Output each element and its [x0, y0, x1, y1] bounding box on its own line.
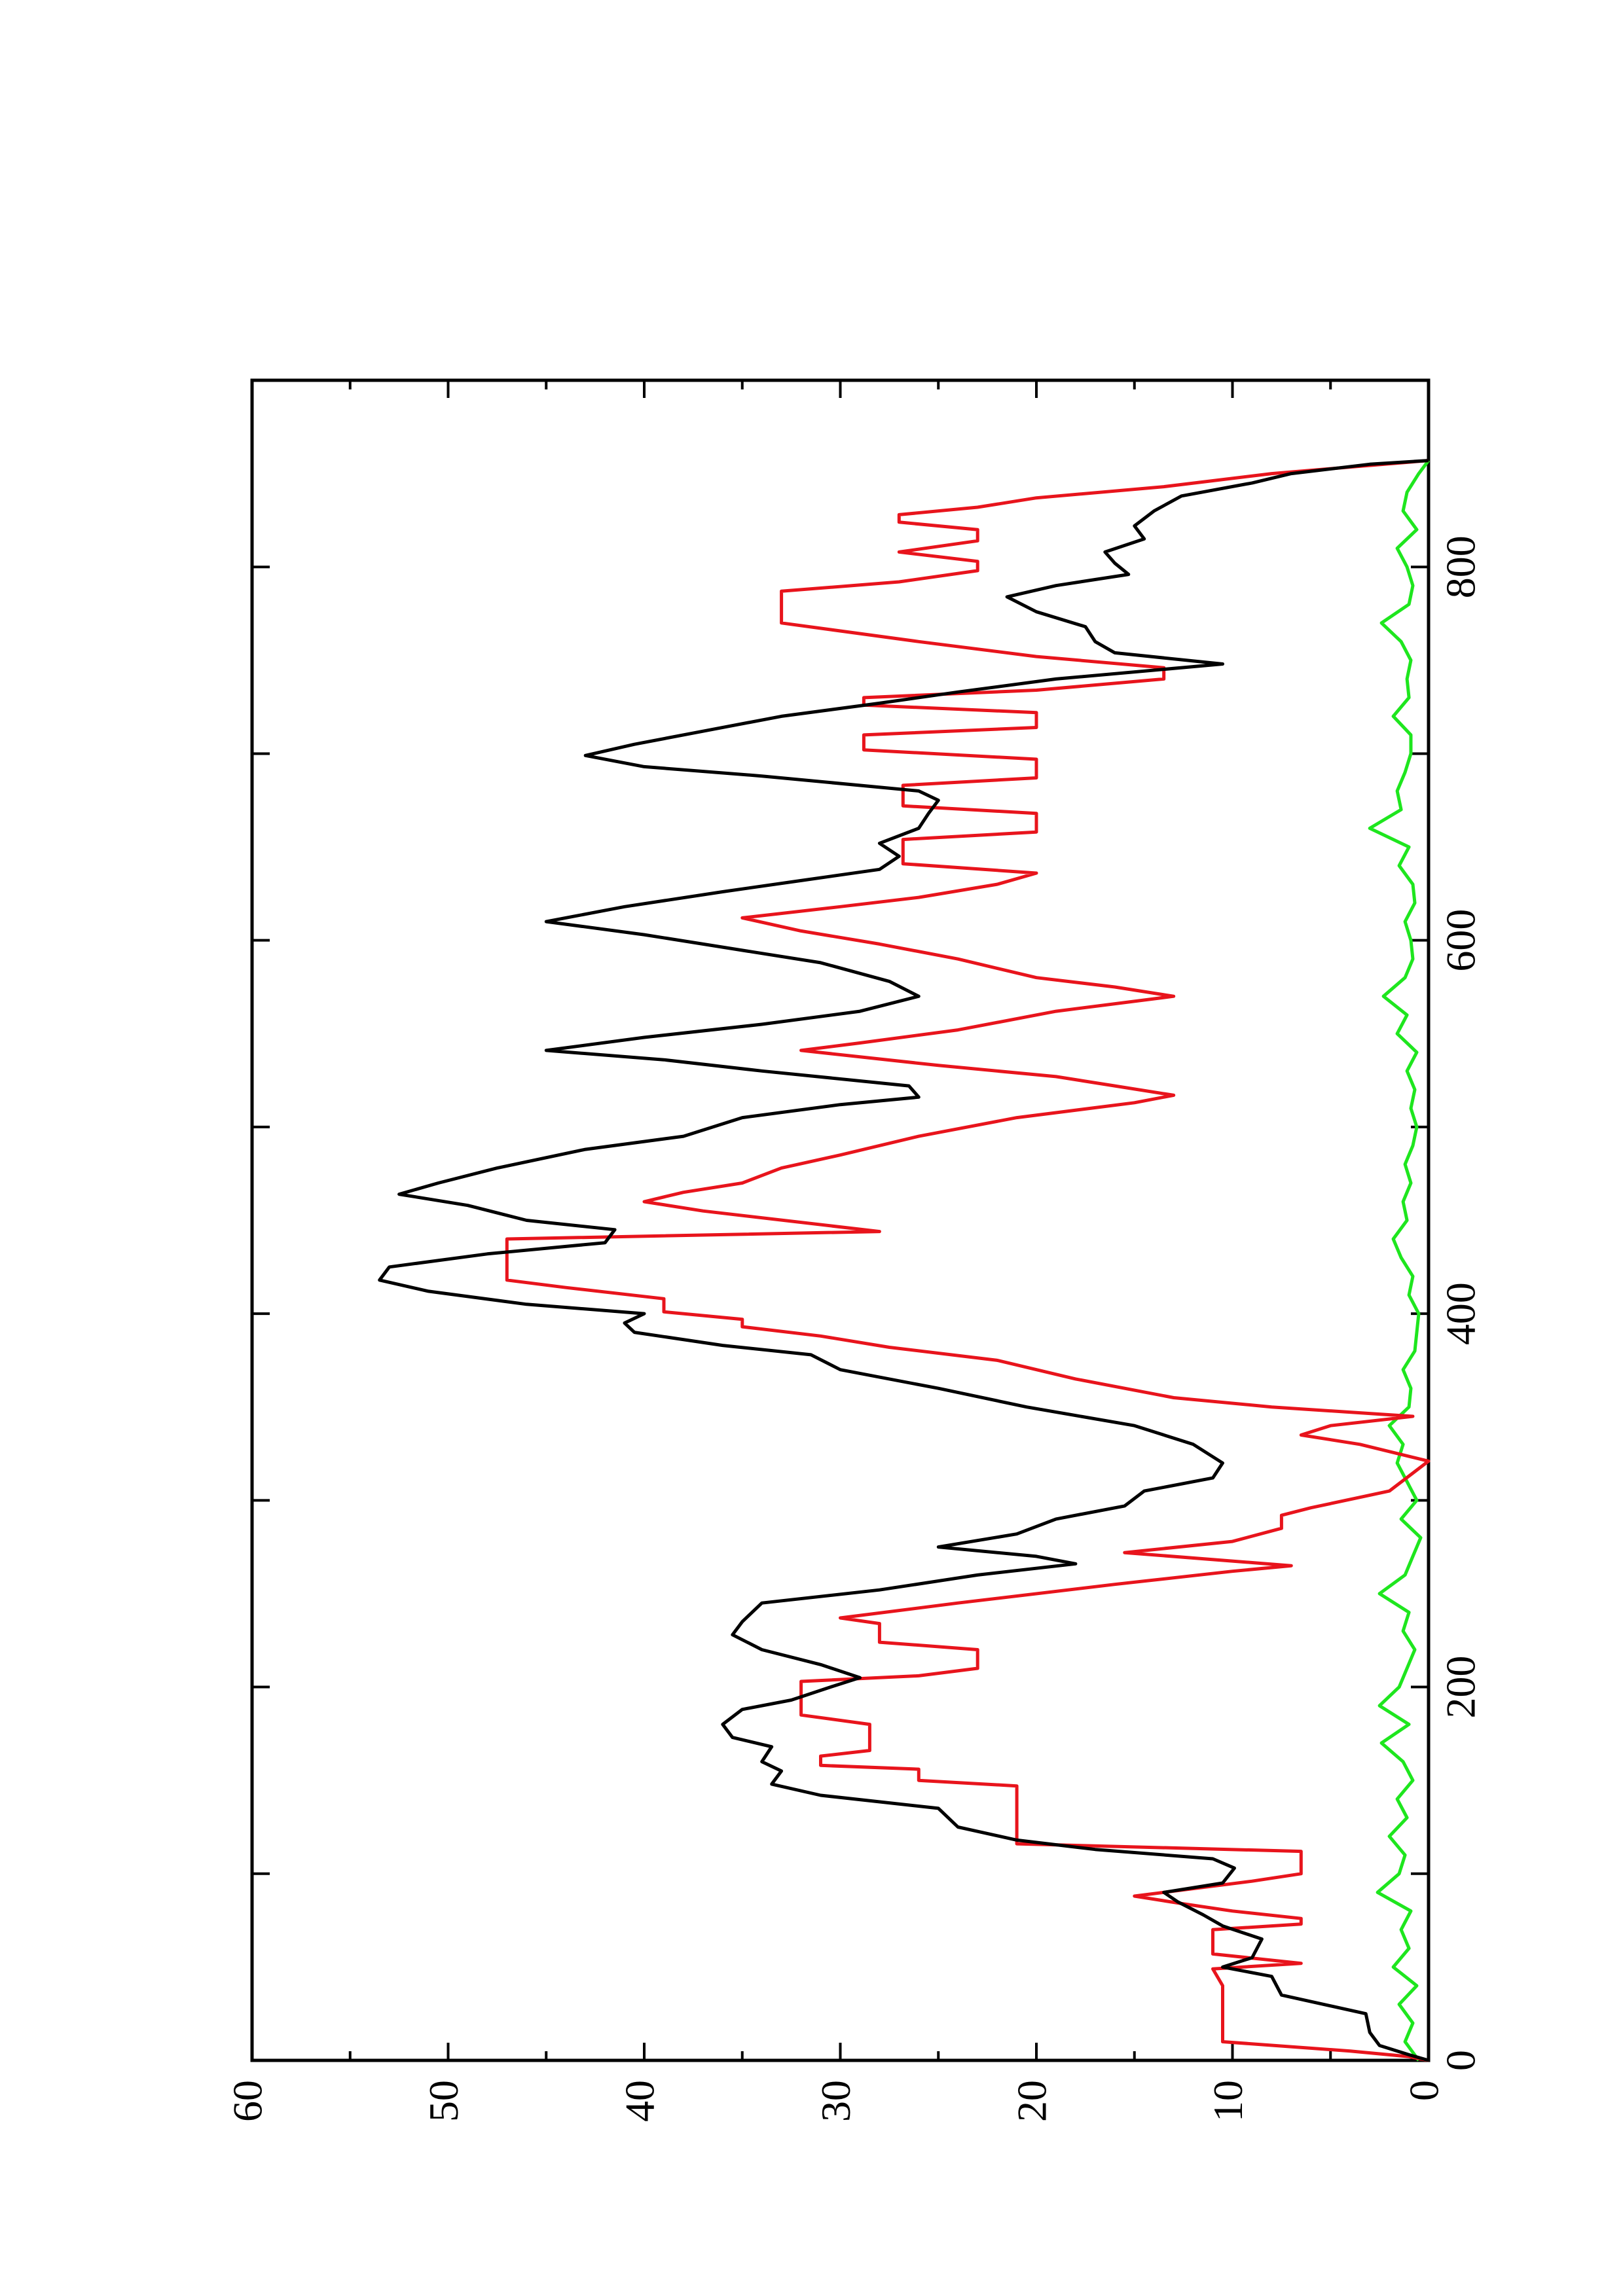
y-tick-label: 40 — [617, 2080, 663, 2122]
y-tick-label: 0 — [1401, 2080, 1448, 2101]
y-tick-label: 10 — [1205, 2080, 1251, 2122]
series-line — [1368, 459, 1430, 2062]
x-tick-label: 800 — [1438, 535, 1484, 598]
x-tick-label: 0 — [1438, 2050, 1484, 2071]
y-tick-label: 20 — [1009, 2080, 1055, 2122]
series-line — [378, 459, 1429, 2062]
x-tick-label: 600 — [1438, 909, 1484, 972]
x-tick-label: 200 — [1438, 1656, 1484, 1719]
y-tick-label: 50 — [420, 2080, 467, 2122]
x-tick-label: 400 — [1438, 1282, 1484, 1345]
y-tick-label: 60 — [225, 2080, 271, 2122]
series-line — [505, 459, 1431, 2062]
y-tick-label: 30 — [812, 2080, 859, 2122]
